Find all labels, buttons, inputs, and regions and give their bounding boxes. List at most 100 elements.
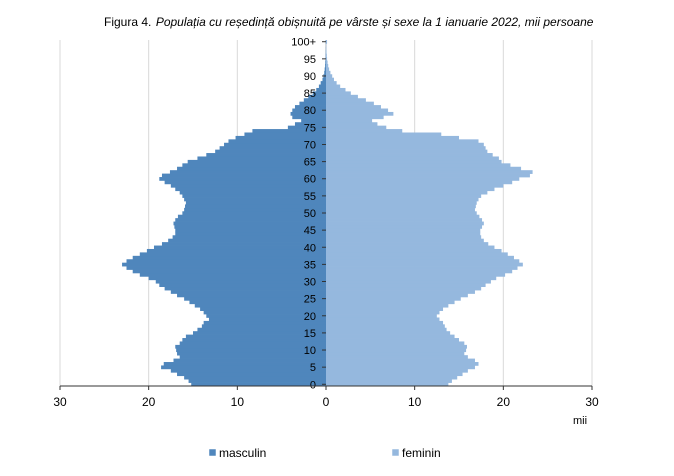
bar-feminin-age-60 (326, 177, 519, 181)
bar-feminin-age-46 (326, 225, 482, 229)
x-tick-label: 30 (585, 395, 599, 409)
bar-feminin-age-45 (326, 228, 480, 232)
bar-masculin-age-87 (319, 85, 326, 89)
legend-label-feminin: feminin (402, 446, 441, 460)
bar-feminin-age-36 (326, 259, 519, 263)
bar-feminin-age-54 (326, 198, 479, 202)
bar-feminin-age-95 (326, 57, 327, 61)
bar-feminin-age-12 (326, 341, 464, 345)
bar-feminin-age-65 (326, 160, 502, 164)
x-tick-label: 30 (53, 395, 67, 409)
bar-feminin-age-21 (326, 311, 439, 315)
legend-item-feminin[interactable]: feminin (392, 446, 441, 460)
bar-feminin-age-43 (326, 235, 481, 239)
bar-feminin-age-17 (326, 324, 445, 328)
bar-feminin-age-71 (326, 139, 479, 143)
legend-swatch-feminin (392, 449, 399, 456)
bar-feminin-age-28 (326, 287, 481, 291)
bar-masculin-age-31 (149, 276, 326, 280)
bar-feminin-age-80 (326, 109, 388, 113)
bar-feminin-age-24 (326, 300, 455, 304)
x-tick-label: 10 (408, 395, 422, 409)
chart-title-prefix: Figura 4. (104, 15, 151, 29)
age-tick-label: 55 (304, 191, 316, 203)
bar-feminin-age-22 (326, 307, 443, 311)
bar-masculin-age-59 (165, 180, 326, 184)
bar-feminin-age-7 (326, 359, 475, 363)
bar-feminin-age-51 (326, 208, 475, 212)
age-tick-label: 60 (304, 174, 316, 186)
bar-feminin-age-50 (326, 211, 477, 215)
bar-feminin-age-42 (326, 239, 484, 243)
bar-feminin-age-56 (326, 191, 487, 195)
bar-feminin-age-31 (326, 276, 496, 280)
bar-feminin-age-26 (326, 294, 468, 298)
bar-masculin-age-4 (171, 369, 326, 373)
bar-feminin-age-69 (326, 146, 486, 150)
bar-feminin-age-38 (326, 252, 508, 256)
bar-feminin-age-5 (326, 365, 475, 369)
bar-masculin-age-32 (140, 273, 326, 277)
legend-item-masculin[interactable]: masculin (209, 446, 266, 460)
bar-masculin-age-30 (156, 280, 326, 284)
bar-feminin-age-40 (326, 246, 494, 250)
bar-feminin-age-47 (326, 222, 484, 226)
bar-masculin-age-88 (321, 81, 326, 85)
bar-feminin-age-27 (326, 290, 475, 294)
age-tick-label: 20 (304, 311, 316, 323)
chart-title: Figura 4. Populația cu reședință obișnui… (104, 13, 594, 30)
bar-masculin-age-91 (324, 71, 326, 75)
bar-masculin-age-60 (159, 177, 326, 181)
bar-feminin-age-87 (326, 85, 340, 89)
bar-masculin-age-93 (325, 64, 326, 68)
bar-masculin-age-1 (189, 379, 326, 383)
bar-feminin-age-64 (326, 163, 510, 167)
age-tick-label: 100+ (291, 37, 316, 49)
bar-masculin-age-36 (127, 259, 327, 263)
age-tick-label: 5 (310, 362, 316, 374)
bar-masculin-age-41 (162, 242, 326, 246)
bar-masculin-age-92 (325, 67, 326, 71)
bar-feminin-age-83 (326, 98, 366, 102)
age-tick-label: 80 (304, 105, 316, 117)
bar-feminin-age-93 (326, 64, 328, 68)
bar-masculin-age-40 (154, 246, 326, 250)
bar-feminin-age-23 (326, 304, 448, 308)
bar-feminin-age-90 (326, 74, 332, 78)
bar-feminin-age-4 (326, 369, 468, 373)
x-tick-label: 0 (323, 395, 330, 409)
bar-feminin-age-13 (326, 338, 459, 342)
x-tick-label: 10 (231, 395, 245, 409)
bar-masculin-age-58 (171, 184, 326, 188)
bar-feminin-age-70 (326, 143, 484, 147)
age-tick-label: 70 (304, 139, 316, 151)
bar-masculin-age-28 (165, 287, 326, 291)
bar-feminin-age-66 (326, 156, 499, 160)
bar-feminin-age-16 (326, 328, 447, 332)
bar-feminin-age-84 (326, 95, 358, 99)
age-tick-label: 10 (304, 345, 316, 357)
bar-feminin-age-25 (326, 297, 461, 301)
bar-feminin-age-68 (326, 150, 487, 154)
bar-feminin-age-57 (326, 187, 494, 191)
bar-feminin-age-59 (326, 180, 512, 184)
bar-feminin-age-35 (326, 263, 523, 267)
bar-feminin-age-8 (326, 355, 468, 359)
bar-feminin-age-73 (326, 132, 441, 136)
bar-masculin-age-94 (325, 61, 326, 65)
bar-feminin-age-62 (326, 170, 533, 174)
bar-feminin-age-75 (326, 126, 386, 130)
bar-masculin-age-34 (127, 266, 327, 270)
age-tick-label: 95 (304, 54, 316, 66)
bar-feminin-age-82 (326, 102, 374, 106)
bar-feminin-age-55 (326, 194, 481, 198)
age-tick-label: 30 (304, 277, 316, 289)
age-tick-label: 65 (304, 157, 316, 169)
bar-feminin-age-76 (326, 122, 377, 126)
bar-feminin-age-78 (326, 115, 384, 119)
bar-masculin-age-37 (133, 256, 326, 260)
bar-feminin-age-53 (326, 201, 477, 205)
age-tick-label: 50 (304, 208, 316, 220)
